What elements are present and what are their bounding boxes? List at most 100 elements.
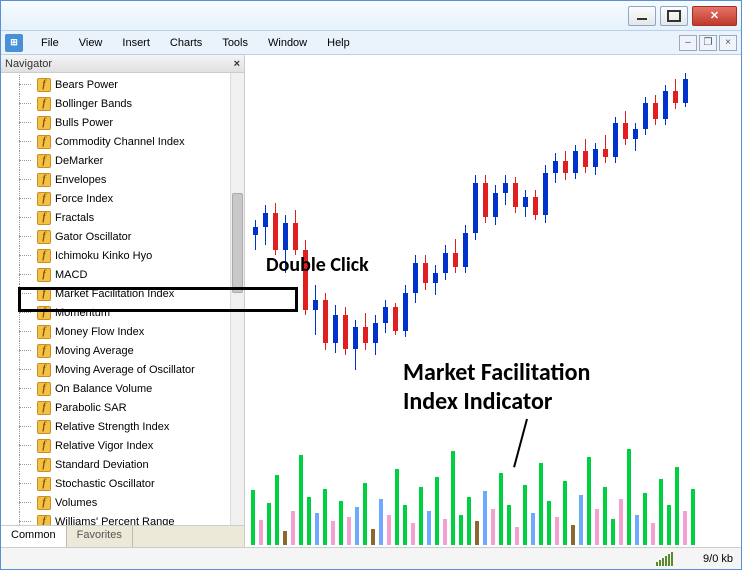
menu-file[interactable]: File <box>31 33 69 53</box>
tree-item-label: MACD <box>55 269 87 281</box>
navigator-title: Navigator <box>5 58 52 70</box>
tree-item-label: Parabolic SAR <box>55 402 127 414</box>
tree-item[interactable]: f Momentum <box>1 303 230 322</box>
indicator-icon: f <box>37 344 51 358</box>
menu-help[interactable]: Help <box>317 33 360 53</box>
indicator-tree[interactable]: f Bears Power f Bollinger Bands fBulls Power… <box>1 73 230 525</box>
tree-item-label: Volumes <box>55 497 97 509</box>
tree-item[interactable]: f Parabolic SAR <box>1 398 230 417</box>
indicator-icon: f <box>37 78 51 92</box>
tree-item-label: Bears Power <box>55 79 118 91</box>
indicator-icon: f <box>37 135 51 149</box>
tree-item-label: Money Flow Index <box>55 326 144 338</box>
indicator-icon: f <box>37 192 51 206</box>
tree-item[interactable]: f Ichimoku Kinko Hyo <box>1 246 230 265</box>
tree-item[interactable]: f Commodity Channel Index <box>1 132 230 151</box>
tree-item-label: Williams' Percent Range <box>55 516 174 526</box>
tree-item-label: DeMarker <box>55 155 103 167</box>
indicator-icon: f <box>37 306 51 320</box>
indicator-icon: f <box>37 439 51 453</box>
tree-item-label: Moving Average <box>55 345 134 357</box>
navigator-panel: Navigator × f Bears Power f Bollinger Bands… <box>1 55 245 547</box>
tree-item-label: Market Facilitation Index <box>55 288 174 300</box>
tree-item[interactable]: fStandard Deviation <box>1 455 230 474</box>
scrollbar-thumb[interactable] <box>232 193 243 293</box>
tree-item-label: Ichimoku Kinko Hyo <box>55 250 152 262</box>
tree-item-label: Gator Oscillator <box>55 231 131 243</box>
tree-item-label: Moving Average of Oscillator <box>55 364 195 376</box>
tree-scrollbar[interactable] <box>230 73 244 525</box>
tree-item[interactable]: f Bears Power <box>1 75 230 94</box>
indicator-icon: f <box>37 287 51 301</box>
tree-item[interactable]: f Gator Oscillator <box>1 227 230 246</box>
tree-item[interactable]: f Volumes <box>1 493 230 512</box>
menu-tools[interactable]: Tools <box>212 33 258 53</box>
tree-item[interactable]: f Force Index <box>1 189 230 208</box>
tree-item[interactable]: fOn Balance Volume <box>1 379 230 398</box>
tree-item[interactable]: f Bollinger Bands <box>1 94 230 113</box>
app-icon: ⊞ <box>5 34 23 52</box>
indicator-icon: f <box>37 268 51 282</box>
navigator-close-icon[interactable]: × <box>234 58 240 70</box>
indicator-icon: f <box>37 97 51 111</box>
indicator-icon: f <box>37 496 51 510</box>
maximize-button[interactable] <box>660 6 688 26</box>
navigator-header[interactable]: Navigator × <box>1 55 244 73</box>
tree-item[interactable]: f Fractals <box>1 208 230 227</box>
tree-item[interactable]: f DeMarker <box>1 151 230 170</box>
mdi-minimize-button[interactable]: – <box>679 35 697 51</box>
indicator-icon: f <box>37 211 51 225</box>
tree-item[interactable]: f MACD <box>1 265 230 284</box>
minimize-button[interactable] <box>628 6 656 26</box>
tree-item-label: Force Index <box>55 193 113 205</box>
indicator-icon: f <box>37 477 51 491</box>
tree-item-label: Standard Deviation <box>55 459 149 471</box>
tree-item-label: Relative Vigor Index <box>55 440 153 452</box>
tree-item-label: Relative Strength Index <box>55 421 169 433</box>
titlebar[interactable]: ✕ <box>1 1 741 31</box>
tree-item[interactable]: fEnvelopes <box>1 170 230 189</box>
navigator-tabs: Common Favorites <box>1 525 244 547</box>
indicator-icon: f <box>37 154 51 168</box>
indicator-icon: f <box>37 515 51 526</box>
mdi-close-button[interactable]: × <box>719 35 737 51</box>
chart-canvas <box>245 55 741 547</box>
tree-item-label: Fractals <box>55 212 94 224</box>
tree-item[interactable]: f Market Facilitation Index <box>1 284 230 303</box>
indicator-icon: f <box>37 401 51 415</box>
status-kb: 9/0 kb <box>703 553 733 565</box>
tree-item-label: Momentum <box>55 307 110 319</box>
statusbar: 9/0 kb <box>1 547 741 569</box>
tree-item-label: Bollinger Bands <box>55 98 132 110</box>
mdi-restore-button[interactable]: ❐ <box>699 35 717 51</box>
indicator-icon: f <box>37 249 51 263</box>
menubar: ⊞ File View Insert Charts Tools Window H… <box>1 31 741 55</box>
menu-view[interactable]: View <box>69 33 113 53</box>
tab-favorites[interactable]: Favorites <box>67 526 133 547</box>
indicator-icon: f <box>37 420 51 434</box>
menu-charts[interactable]: Charts <box>160 33 212 53</box>
indicator-icon: f <box>37 325 51 339</box>
indicator-icon: f <box>37 382 51 396</box>
tree-item[interactable]: f Money Flow Index <box>1 322 230 341</box>
tree-item[interactable]: f Relative Strength Index <box>1 417 230 436</box>
indicator-icon: f <box>37 363 51 377</box>
tree-item-label: Stochastic Oscillator <box>55 478 155 490</box>
app-window: ✕ ⊞ File View Insert Charts Tools Window… <box>0 0 742 570</box>
indicator-icon: f <box>37 116 51 130</box>
tree-item-label: Envelopes <box>55 174 106 186</box>
tree-item-label: Commodity Channel Index <box>55 136 185 148</box>
tree-item[interactable]: fBulls Power <box>1 113 230 132</box>
tree-item[interactable]: f Moving Average of Oscillator <box>1 360 230 379</box>
menu-window[interactable]: Window <box>258 33 317 53</box>
tree-item[interactable]: f Moving Average <box>1 341 230 360</box>
tree-item[interactable]: f Relative Vigor Index <box>1 436 230 455</box>
menu-insert[interactable]: Insert <box>112 33 160 53</box>
chart-area[interactable] <box>245 55 741 547</box>
indicator-icon: f <box>37 230 51 244</box>
connection-bars-icon <box>656 552 673 566</box>
tree-item[interactable]: f Williams' Percent Range <box>1 512 230 525</box>
close-button[interactable]: ✕ <box>692 6 737 26</box>
tree-item[interactable]: f Stochastic Oscillator <box>1 474 230 493</box>
tab-common[interactable]: Common <box>1 526 67 547</box>
